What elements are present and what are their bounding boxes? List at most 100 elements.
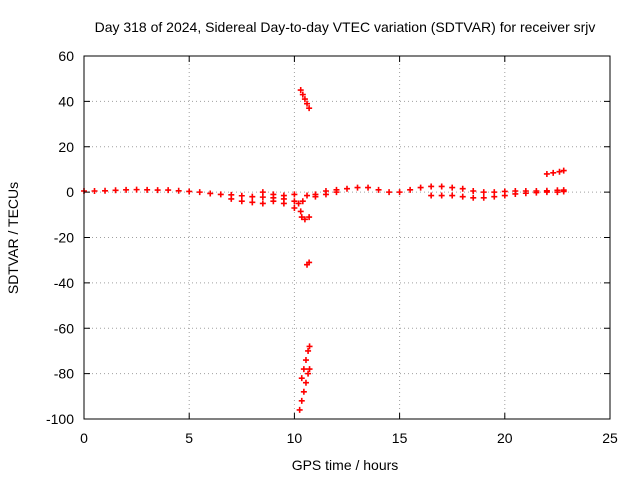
data-point	[449, 192, 456, 199]
data-point	[300, 388, 307, 395]
data-point	[322, 191, 329, 198]
data-point	[417, 184, 424, 191]
data-point	[306, 343, 313, 350]
data-point	[302, 379, 309, 386]
data-point	[112, 187, 119, 194]
data-point	[522, 190, 529, 197]
data-point	[299, 91, 306, 98]
data-point	[196, 189, 203, 196]
data-point	[449, 184, 456, 191]
series-main_track	[81, 183, 567, 207]
y-tick-label: 60	[58, 48, 74, 64]
y-tick-label: -60	[54, 320, 74, 336]
y-tick-label: -20	[54, 230, 74, 246]
x-tick-label: 25	[602, 430, 618, 446]
data-point	[280, 200, 287, 207]
data-point	[296, 406, 303, 413]
data-point	[207, 190, 214, 197]
data-point	[396, 189, 403, 196]
data-point	[249, 199, 256, 206]
data-point	[560, 188, 567, 195]
grid-lines	[84, 56, 610, 419]
y-tick-label: -100	[46, 411, 74, 427]
data-point	[543, 170, 550, 177]
y-tick-label: 0	[66, 184, 74, 200]
data-point	[438, 192, 445, 199]
data-point	[91, 187, 98, 194]
data-point	[560, 167, 567, 174]
data-point	[280, 192, 287, 199]
data-point	[556, 168, 563, 175]
data-point	[305, 370, 312, 377]
data-point	[301, 216, 308, 223]
chart-title: Day 318 of 2024, Sidereal Day-to-day VTE…	[95, 19, 596, 35]
data-point	[238, 192, 245, 199]
x-tick-label: 5	[185, 430, 193, 446]
data-point	[291, 205, 298, 212]
data-point	[165, 187, 172, 194]
data-point	[301, 96, 308, 103]
data-point	[298, 375, 305, 382]
data-point	[550, 169, 557, 176]
data-point	[298, 397, 305, 404]
data-point	[102, 187, 109, 194]
data-point	[304, 192, 311, 199]
data-point	[428, 183, 435, 190]
data-point	[270, 198, 277, 205]
data-point	[259, 200, 266, 207]
data-point	[297, 87, 304, 94]
data-point	[365, 184, 372, 191]
data-point	[295, 200, 302, 207]
data-point	[428, 192, 435, 199]
y-tick-label: -80	[54, 366, 74, 382]
data-point	[297, 208, 304, 215]
data-point	[407, 186, 414, 193]
axis-ticks: 0 5 10 15 20 25 -100 -80 -60 -40 -20 0 20 40 60	[46, 48, 618, 446]
x-tick-label: 10	[287, 430, 303, 446]
y-axis-label: SDTVAR / TECUs	[5, 182, 21, 294]
data-point	[217, 191, 224, 198]
data-point	[298, 214, 305, 221]
data-point	[344, 185, 350, 192]
y-tick-label: 20	[58, 139, 74, 155]
data-point	[306, 366, 313, 373]
x-tick-label: 15	[392, 430, 408, 446]
data-point	[554, 189, 561, 196]
data-point	[186, 188, 193, 195]
series-outliers	[296, 87, 567, 413]
data-point	[300, 366, 307, 373]
data-point	[306, 259, 313, 266]
data-point	[459, 193, 466, 200]
data-point	[302, 357, 309, 364]
data-point	[480, 189, 487, 196]
data-point	[175, 187, 182, 194]
x-tick-label: 20	[497, 430, 513, 446]
plot-frame	[83, 55, 611, 420]
data-point	[470, 187, 477, 194]
data-point	[238, 198, 245, 205]
data-point	[144, 186, 151, 193]
data-point	[375, 186, 382, 193]
data-point	[228, 195, 235, 202]
data-point	[543, 189, 550, 196]
data-point	[259, 189, 266, 196]
data-point	[386, 189, 393, 196]
data-point	[304, 100, 311, 107]
data-point	[333, 189, 340, 196]
data-point	[306, 214, 313, 221]
data-point	[299, 198, 306, 205]
data-point	[354, 184, 361, 191]
data-point	[291, 198, 298, 205]
data-point	[123, 186, 130, 193]
y-tick-label: -40	[54, 275, 74, 291]
data-point	[154, 187, 161, 194]
y-tick-label: 40	[58, 93, 74, 109]
data-point	[480, 194, 487, 201]
data-point	[438, 183, 445, 190]
x-tick-label: 0	[80, 430, 88, 446]
data-point	[305, 347, 312, 354]
data-points	[81, 87, 567, 413]
data-point	[470, 194, 477, 201]
data-point	[312, 193, 319, 200]
